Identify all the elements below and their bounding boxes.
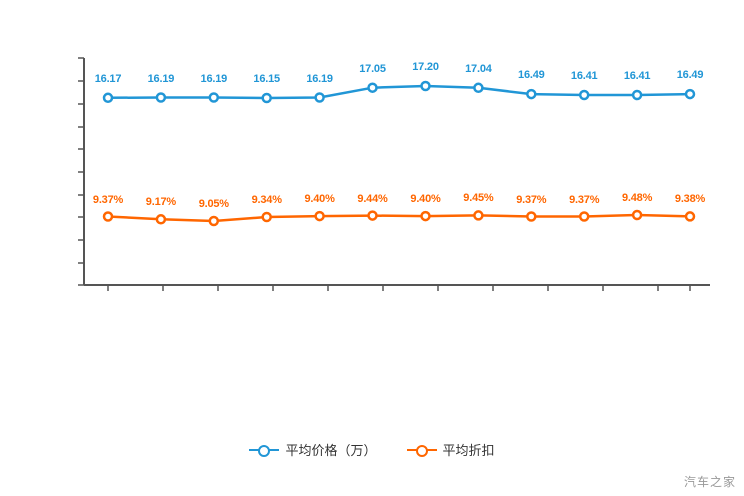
data-point[interactable]	[261, 211, 272, 223]
data-label: 16.41	[623, 70, 651, 82]
data-point[interactable]	[102, 211, 114, 222]
data-label: 9.37%	[569, 193, 600, 206]
data-label: 9.37%	[516, 193, 547, 206]
data-label: 9.34%	[251, 194, 282, 206]
data-point[interactable]	[155, 214, 167, 225]
data-label: 16.41	[570, 70, 598, 82]
data-point[interactable]	[473, 210, 484, 221]
series-line-price	[106, 84, 692, 100]
data-point[interactable]	[367, 210, 378, 221]
circle-marker-icon	[406, 443, 437, 457]
data-point[interactable]	[578, 211, 590, 222]
data-label: 9.37%	[92, 193, 124, 206]
data-label: 16.19	[200, 72, 228, 85]
data-label: 9.40%	[304, 193, 335, 206]
series-points-discount	[102, 209, 696, 227]
data-label: 16.17	[94, 72, 122, 85]
watermark: 汽车之家	[683, 475, 736, 489]
data-label: 9.44%	[357, 192, 388, 205]
data-label: 16.49	[518, 69, 545, 82]
data-point[interactable]	[314, 92, 325, 103]
data-label: 17.05	[359, 62, 386, 75]
data-point[interactable]	[631, 209, 643, 221]
data-point[interactable]	[684, 88, 696, 100]
data-point[interactable]	[420, 210, 431, 222]
data-label: 9.48%	[621, 192, 653, 204]
data-label: 9.45%	[463, 192, 494, 205]
chart-legend: 平均价格（万） 平均折扣	[0, 440, 744, 459]
data-point[interactable]	[578, 89, 590, 101]
series-line-discount	[106, 213, 692, 223]
x-axis-ticks	[107, 285, 691, 291]
data-point[interactable]	[420, 80, 431, 92]
data-label: 17.20	[412, 61, 439, 73]
data-label: 16.19	[306, 72, 333, 85]
circle-marker-icon	[249, 443, 280, 457]
data-label: 9.17%	[145, 196, 176, 209]
legend-item-discount[interactable]: 平均折扣	[406, 440, 495, 459]
data-point[interactable]	[473, 82, 484, 94]
data-label: 17.04	[465, 62, 492, 75]
data-label: 9.05%	[198, 198, 229, 210]
legend-label-discount: 平均折扣	[442, 443, 495, 458]
data-point[interactable]	[684, 211, 696, 222]
y-axis-ticks	[78, 57, 84, 286]
data-point[interactable]	[208, 92, 220, 103]
data-point[interactable]	[102, 92, 114, 104]
data-label: 9.40%	[410, 193, 441, 206]
data-point[interactable]	[155, 92, 167, 103]
legend-label-price: 平均价格（万）	[285, 443, 377, 458]
data-point[interactable]	[526, 88, 537, 100]
data-point[interactable]	[631, 89, 643, 101]
data-point[interactable]	[367, 82, 378, 93]
legend-item-price[interactable]: 平均价格（万）	[249, 440, 377, 459]
data-label: 16.49	[676, 69, 704, 82]
data-point[interactable]	[261, 92, 272, 104]
data-point[interactable]	[314, 210, 325, 222]
data-label: 9.38%	[674, 193, 706, 206]
data-label: 16.19	[147, 72, 175, 85]
data-point[interactable]	[208, 215, 220, 227]
series-points-price	[102, 80, 696, 104]
data-label: 16.15	[253, 73, 280, 85]
data-point[interactable]	[526, 211, 537, 222]
